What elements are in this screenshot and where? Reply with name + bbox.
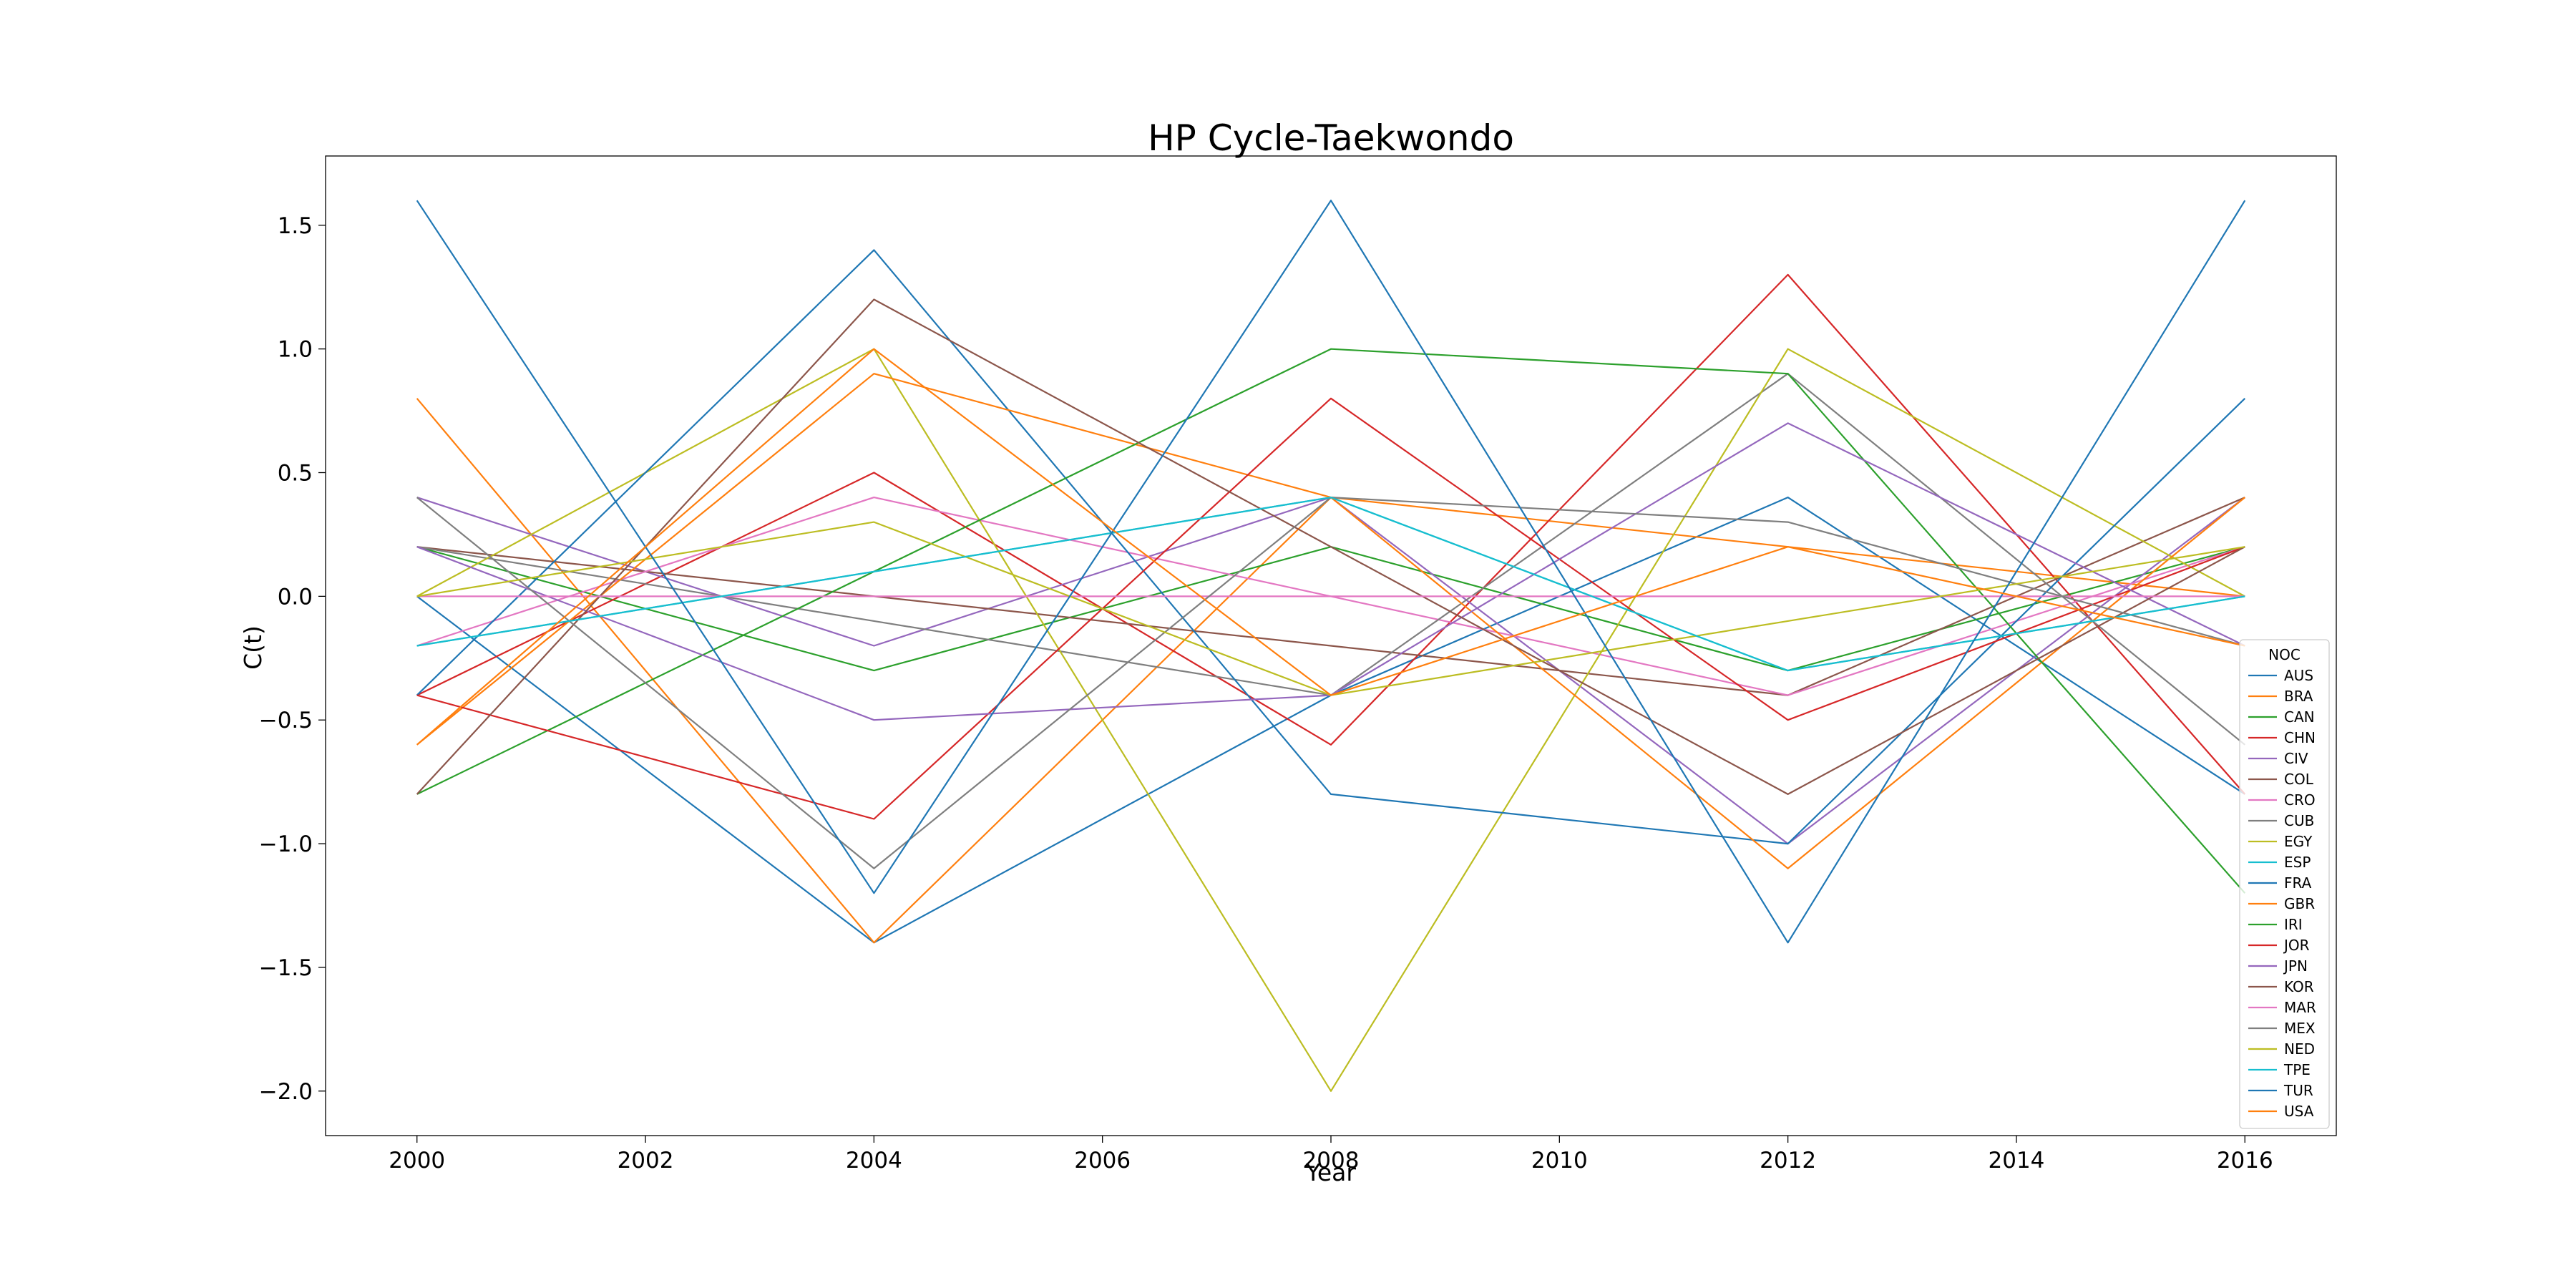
legend-label-gbr: GBR xyxy=(2284,895,2315,912)
y-tick-label: −0.5 xyxy=(259,708,313,733)
legend-label-mex: MEX xyxy=(2284,1020,2316,1037)
legend-label-egy: EGY xyxy=(2284,833,2313,850)
series-line-tpe xyxy=(416,496,2245,672)
legend-label-chn: CHN xyxy=(2284,729,2316,746)
y-tick-label: −1.0 xyxy=(259,831,313,857)
series-line-usa xyxy=(416,348,2245,746)
x-axis: 2000 2002 2004 2006 2008 2010 2012 2014 2016 xyxy=(389,1136,2273,1174)
series-line-iri xyxy=(416,348,2246,894)
x-tick-label: 2010 xyxy=(1531,1148,1588,1174)
x-tick-label: 2014 xyxy=(1989,1148,2045,1174)
legend: NOC AUS BRA CAN CHN CIV COL CRO CUB EGY ESP FRA GBR… xyxy=(2239,639,2330,1129)
y-tick-label: −1.5 xyxy=(259,955,313,981)
legend-items: AUS BRA CAN CHN CIV COL CRO CUB EGY ESP FRA GBR IRI J… xyxy=(2248,667,2316,1120)
legend-label-jpn: JPN xyxy=(2283,957,2308,975)
series-lines xyxy=(416,200,2246,1092)
legend-label-fra: FRA xyxy=(2284,874,2312,892)
series-line-egy xyxy=(416,348,2245,1092)
x-tick-label: 2016 xyxy=(2217,1148,2273,1174)
legend-label-aus: AUS xyxy=(2284,667,2313,684)
x-tick-label: 2002 xyxy=(618,1148,674,1174)
y-tick-label: −2.0 xyxy=(259,1079,313,1105)
legend-label-esp: ESP xyxy=(2284,854,2311,871)
legend-label-cro: CRO xyxy=(2284,791,2316,809)
legend-label-kor: KOR xyxy=(2284,978,2314,995)
series-line-kor xyxy=(416,298,2245,796)
y-axis-label: C(t) xyxy=(239,625,267,670)
series-line-col xyxy=(416,497,2245,696)
x-tick-label: 2006 xyxy=(1074,1148,1131,1174)
legend-box xyxy=(2239,639,2330,1129)
x-tick-label: 2004 xyxy=(846,1148,902,1174)
series-line-tur xyxy=(416,200,2246,944)
legend-label-col: COL xyxy=(2284,771,2314,788)
y-tick-label: 1.5 xyxy=(278,213,313,239)
y-tick-label: 0.0 xyxy=(278,584,313,610)
legend-label-ned: NED xyxy=(2284,1040,2315,1058)
series-line-jor xyxy=(416,397,2245,820)
legend-label-bra: BRA xyxy=(2284,688,2313,705)
legend-label-iri: IRI xyxy=(2284,916,2303,933)
y-tick-label: 1.0 xyxy=(278,337,313,363)
chart-title: HP Cycle-Taekwondo xyxy=(1148,117,1514,159)
legend-label-mar: MAR xyxy=(2284,999,2316,1016)
x-tick-label: 2008 xyxy=(1303,1148,1360,1174)
x-axis-label: Year xyxy=(1305,1158,1356,1186)
x-tick-label: 2012 xyxy=(1760,1148,1816,1174)
legend-label-can: CAN xyxy=(2284,708,2315,726)
legend-label-cub: CUB xyxy=(2284,812,2314,829)
x-tick-label: 2000 xyxy=(389,1148,445,1174)
legend-title: NOC xyxy=(2268,646,2301,663)
y-tick-label: 0.5 xyxy=(278,461,313,487)
legend-label-tur: TUR xyxy=(2283,1082,2313,1099)
legend-label-civ: CIV xyxy=(2284,750,2308,767)
y-axis: 1.5 1.0 0.5 0.0 −0.5 −1.0 −1.5 −2.0 xyxy=(259,213,326,1105)
legend-label-usa: USA xyxy=(2284,1103,2314,1120)
legend-label-jor: JOR xyxy=(2283,937,2310,954)
legend-label-tpe: TPE xyxy=(2283,1061,2311,1078)
